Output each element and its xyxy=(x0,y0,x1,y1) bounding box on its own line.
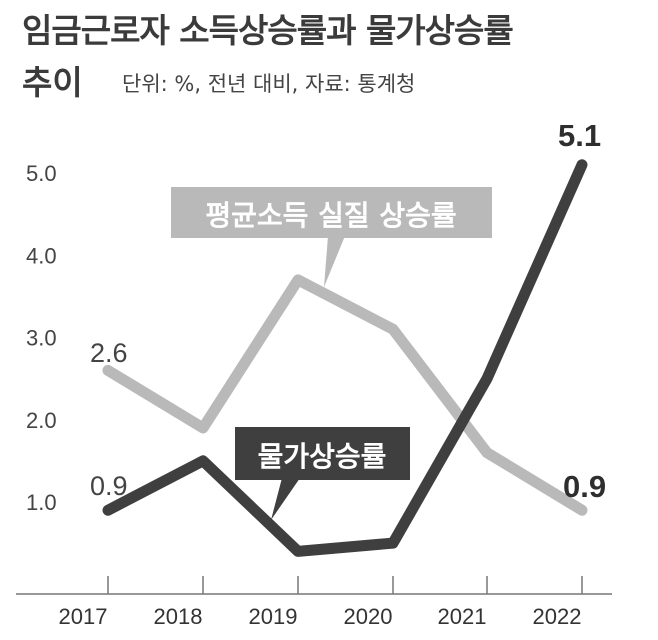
series-line-income xyxy=(102,274,588,516)
y-tick-label: 3.0 xyxy=(26,326,57,351)
unit-note: 단위: %, 전년 대비, 자료: 통계청 xyxy=(122,72,416,96)
callout-price: 물가상승률 xyxy=(235,427,410,520)
callout-income: 평균소득 실질 상승률 xyxy=(171,187,492,287)
data-label-price-2017: 0.9 xyxy=(90,471,128,501)
callout-price-tail xyxy=(271,478,300,520)
x-tick-label: 2021 xyxy=(438,604,487,629)
callout-income-box xyxy=(171,187,492,238)
chart-title-line2: 추이 xyxy=(22,63,83,102)
series-line-price xyxy=(102,159,588,557)
callout-price-label: 물가상승률 xyxy=(258,440,387,473)
x-tick-label: 2019 xyxy=(249,604,298,629)
y-tick-label: 1.0 xyxy=(26,490,57,515)
callout-price-box xyxy=(235,427,410,480)
y-tick-label: 2.0 xyxy=(26,408,57,433)
callout-income-tail xyxy=(324,236,345,287)
x-tick-label: 2018 xyxy=(154,604,203,629)
chart-title: 임금근로자 소득상승률과 물가상승률 xyxy=(22,11,514,50)
data-label-price-2022: 5.1 xyxy=(558,118,601,153)
x-tick-label: 2017 xyxy=(59,604,108,629)
x-tick-label: 2020 xyxy=(344,604,393,629)
data-label-income-2017: 2.6 xyxy=(90,338,128,368)
y-tick-label: 4.0 xyxy=(26,243,57,268)
y-tick-label: 5.0 xyxy=(26,161,57,186)
data-label-income-2022: 0.9 xyxy=(563,469,606,504)
callout-income-label: 평균소득 실질 상승률 xyxy=(205,199,456,232)
x-tick-label: 2022 xyxy=(533,604,582,629)
